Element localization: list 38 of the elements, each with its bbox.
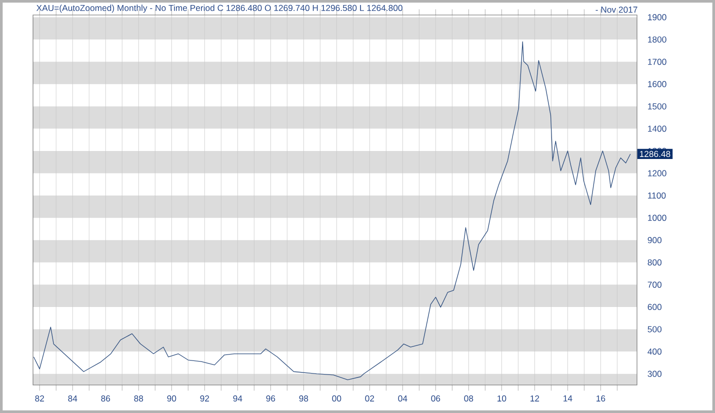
x-tick-label: 92 <box>200 395 209 402</box>
x-tick-label: 86 <box>101 395 110 402</box>
x-tick-label: 96 <box>266 395 276 402</box>
y-tick-label: 1800 <box>648 36 666 43</box>
x-tick-label: 88 <box>134 395 144 402</box>
y-tick-label: 1200 <box>648 170 666 176</box>
y-tick-label: 1500 <box>648 103 666 110</box>
y-tick-label: 1100 <box>648 192 666 199</box>
line-series <box>33 41 631 380</box>
x-tick-label: 12 <box>530 395 540 402</box>
x-tick-label: 14 <box>564 395 572 402</box>
y-tick-label: 900 <box>648 237 662 244</box>
x-tick-label: 00 <box>332 395 342 402</box>
x-tick-label: 98 <box>299 395 308 402</box>
x-tick-label: 06 <box>431 395 440 402</box>
x-tick-label: 84 <box>68 395 78 402</box>
x-tick-label: 94 <box>233 395 242 402</box>
x-tick-label: 90 <box>167 395 176 402</box>
y-tick-label: 800 <box>648 259 662 266</box>
y-tick-label: 1900 <box>648 14 666 20</box>
x-tick-label: 02 <box>365 395 374 402</box>
y-tick-label: 1600 <box>648 81 666 88</box>
y-tick-label: 1000 <box>648 214 666 221</box>
x-tick-label: 08 <box>464 395 474 402</box>
y-tick-label: 300 <box>648 370 662 377</box>
y-tick-label: 1400 <box>648 126 666 132</box>
x-tick-label: 82 <box>35 395 44 402</box>
chart-title: XAU=(AutoZoomed) Monthly - No Time Period C 1286.480 O 1269.740 H 1296.580 L 1264.800 <box>36 4 402 13</box>
x-tick-label: 16 <box>596 395 606 402</box>
y-tick-label: 400 <box>648 348 662 355</box>
y-tick-label: 700 <box>648 282 662 288</box>
y-tick-label: 500 <box>648 326 662 332</box>
y-tick-label: 600 <box>648 304 662 310</box>
annotation: 1286.48 <box>640 150 670 158</box>
y-tick-label: 1700 <box>648 58 666 65</box>
x-tick-label: 04 <box>398 395 408 402</box>
x-tick-label: 10 <box>498 395 506 402</box>
text: - Nov 2017 <box>596 6 638 13</box>
